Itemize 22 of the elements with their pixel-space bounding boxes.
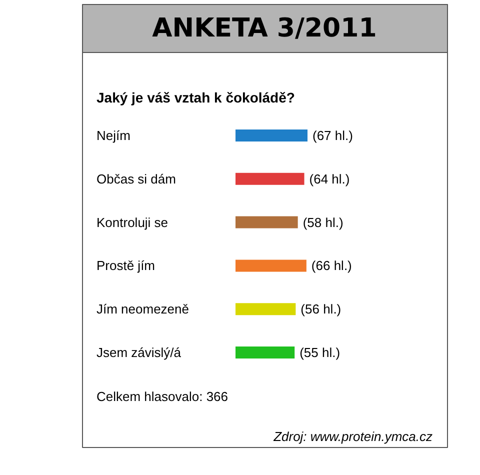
data-label: (55 hl.) <box>300 345 340 360</box>
y-tick-label: Prostě jím <box>96 258 156 274</box>
bar <box>236 130 308 142</box>
data-label: (66 hl.) <box>311 258 352 274</box>
data-label: (56 hl.) <box>300 302 342 317</box>
text: Zdroj: www.protein.ymca.cz <box>272 429 433 444</box>
data-label: (64 hl.) <box>309 171 350 186</box>
bar <box>236 216 298 228</box>
y-tick-label: Jsem závislý/á <box>96 345 182 360</box>
y-tick-label: Kontroluji se <box>96 214 168 230</box>
y-tick-label: Jím neomezeně <box>96 302 189 317</box>
chart-title: ANKETA 3/2011 <box>152 14 377 44</box>
text: Celkem hlasovalo: 366 <box>96 389 228 404</box>
y-tick-label: Nejím <box>96 128 130 143</box>
y-tick-label: Občas si dám <box>96 171 176 186</box>
chart-subtitle: Jaký je váš vztah k čokoládě? <box>96 90 295 106</box>
bar <box>236 172 304 185</box>
bar <box>236 346 295 358</box>
data-label: (67 hl.) <box>312 128 353 143</box>
bar <box>236 260 306 272</box>
data-label: (58 hl.) <box>302 214 344 230</box>
bar <box>236 303 296 316</box>
